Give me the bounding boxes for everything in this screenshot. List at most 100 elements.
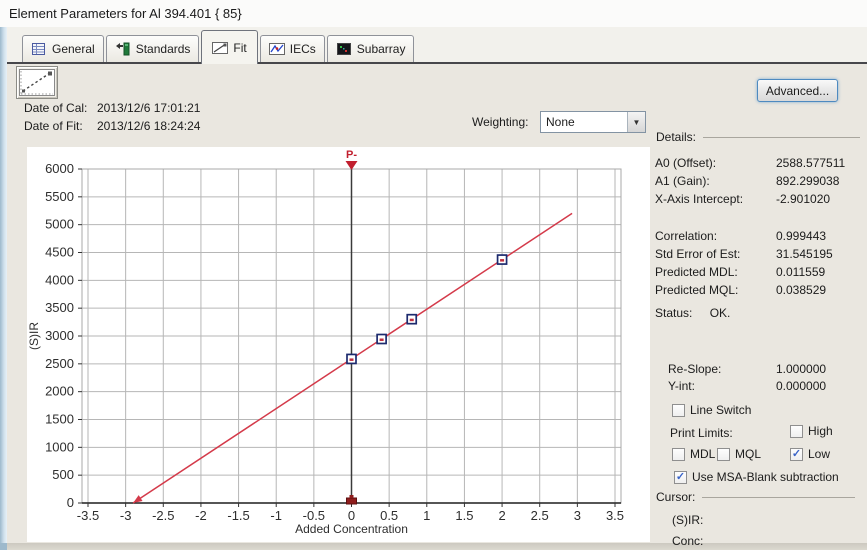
- svg-text:0: 0: [348, 508, 355, 523]
- checkbox-box[interactable]: ✓: [674, 470, 687, 484]
- advanced-button[interactable]: Advanced...: [757, 79, 838, 102]
- detail-row-a1: A1 (Gain): 892.299038: [655, 174, 865, 188]
- general-tab-icon: [31, 42, 47, 56]
- svg-text:5500: 5500: [45, 189, 74, 204]
- calibration-chart[interactable]: -3.5 -3 -2.5 -2 -1.5 -1 -0.5 0 0.5 1 1.5 2 2.5 3 3.5 0 5…: [27, 147, 650, 542]
- reslope-label: Re-Slope:: [668, 362, 722, 376]
- tab-general[interactable]: General: [22, 35, 104, 62]
- svg-text:0.5: 0.5: [380, 508, 398, 523]
- fit-tab-icon: [212, 41, 229, 55]
- window-bottom-border: [0, 543, 867, 550]
- checkbox-label: Use MSA-Blank subtraction: [692, 470, 839, 484]
- checkbox-box[interactable]: ✓: [790, 447, 803, 461]
- detail-value: 31.545195: [776, 247, 833, 261]
- checkbox-box[interactable]: [717, 447, 730, 461]
- svg-text:4000: 4000: [45, 272, 74, 287]
- weighting-dropdown[interactable]: None ▼: [540, 111, 646, 133]
- chevron-down-icon[interactable]: ▼: [627, 112, 645, 132]
- reslope-row: Re-Slope: 1.000000: [668, 362, 867, 376]
- status-row: Status: OK.: [655, 306, 865, 320]
- detail-value: -2.901020: [776, 192, 831, 206]
- cursor-sir-label: (S)IR:: [672, 513, 704, 527]
- svg-text:1.5: 1.5: [455, 508, 473, 523]
- svg-text:3000: 3000: [45, 328, 74, 343]
- svg-text:6000: 6000: [45, 161, 74, 176]
- tab-page-border: [7, 62, 867, 64]
- svg-text:1: 1: [423, 508, 430, 523]
- high-checkbox[interactable]: High: [790, 424, 833, 438]
- date-of-fit-label: Date of Fit:: [24, 119, 83, 133]
- detail-value: 0.999443: [776, 229, 827, 243]
- yint-row: Y-int: 0.000000: [668, 379, 867, 393]
- low-checkbox[interactable]: ✓ Low: [790, 447, 830, 461]
- msa-blank-subtraction-checkbox[interactable]: ✓ Use MSA-Blank subtraction: [674, 470, 839, 484]
- tab-label: Fit: [233, 40, 247, 55]
- svg-text:2.5: 2.5: [531, 508, 549, 523]
- detail-row-xintercept: X-Axis Intercept: -2.901020: [655, 192, 865, 206]
- svg-text:-0.5: -0.5: [303, 508, 325, 523]
- tab-label: Subarray: [356, 42, 406, 56]
- yint-label: Y-int:: [668, 379, 695, 393]
- svg-text:2: 2: [498, 508, 505, 523]
- date-of-cal-label: Date of Cal:: [24, 101, 88, 115]
- svg-text:-2.5: -2.5: [152, 508, 174, 523]
- line-switch-checkbox[interactable]: Line Switch: [672, 403, 751, 417]
- window-titlebar: Element Parameters for Al 394.401 { 85}: [0, 0, 867, 28]
- checkbox-box[interactable]: [672, 447, 685, 461]
- checkbox-label: MQL: [735, 447, 762, 461]
- subarray-tab-icon: [336, 42, 352, 56]
- svg-text:0: 0: [67, 495, 74, 510]
- detail-label: A0 (Offset):: [655, 156, 717, 170]
- svg-text:Added Concentration: Added Concentration: [295, 522, 408, 536]
- cursor-separator: [702, 497, 855, 498]
- tab-iecs[interactable]: IECs: [259, 35, 325, 62]
- svg-text:2000: 2000: [45, 384, 74, 399]
- tab-fit[interactable]: Fit: [201, 30, 258, 64]
- svg-text:-2: -2: [195, 508, 207, 523]
- detail-value: 2588.577511: [776, 156, 846, 170]
- detail-value: 0.038529: [776, 283, 827, 297]
- reslope-value: 1.000000: [776, 362, 827, 376]
- detail-label: Predicted MQL:: [655, 283, 739, 297]
- calibration-chart-panel[interactable]: -3.5 -3 -2.5 -2 -1.5 -1 -0.5 0 0.5 1 1.5 2 2.5 3 3.5 0 5…: [27, 147, 650, 542]
- svg-text:2500: 2500: [45, 356, 74, 371]
- window-title: Element Parameters for Al 394.401 { 85}: [9, 6, 242, 21]
- detail-row-predicted-mql: Predicted MQL: 0.038529: [655, 283, 865, 297]
- date-of-cal-value: 2013/12/6 17:01:21: [97, 101, 201, 115]
- standards-tab-icon: [115, 42, 131, 56]
- yint-value: 0.000000: [776, 379, 827, 393]
- cursor-conc-label: Conc:: [672, 534, 704, 548]
- print-limits-label: Print Limits:: [670, 426, 733, 440]
- calibration-curve-button[interactable]: [16, 66, 58, 99]
- weighting-label: Weighting:: [472, 115, 529, 129]
- detail-label: Std Error of Est:: [655, 247, 741, 261]
- svg-text:3.5: 3.5: [606, 508, 624, 523]
- iecs-tab-icon: [268, 42, 285, 56]
- detail-label: A1 (Gain):: [655, 174, 710, 188]
- mdl-checkbox[interactable]: MDL: [672, 447, 715, 461]
- checkbox-label: MDL: [690, 447, 716, 461]
- checkbox-box[interactable]: [672, 403, 685, 417]
- date-of-cal-row: Date of Cal:: [24, 101, 87, 115]
- weighting-value: None: [546, 115, 575, 129]
- detail-row-a0: A0 (Offset): 2588.577511: [655, 156, 865, 170]
- tab-label: Standards: [135, 42, 191, 56]
- status-label: Status:: [655, 306, 693, 320]
- tab-label: IECs: [289, 42, 316, 56]
- detail-label: Predicted MDL:: [655, 265, 738, 279]
- mql-checkbox[interactable]: MQL: [717, 447, 761, 461]
- svg-text:3500: 3500: [45, 300, 74, 315]
- calibration-curve-icon: [19, 69, 55, 96]
- svg-text:3: 3: [574, 508, 581, 523]
- tab-label: General: [52, 42, 95, 56]
- checkbox-box[interactable]: [790, 424, 803, 438]
- tab-standards[interactable]: Standards: [105, 35, 200, 62]
- checkbox-label: Line Switch: [690, 403, 752, 417]
- details-section-label: Details:: [656, 130, 697, 144]
- window-left-border: [0, 27, 7, 550]
- svg-text:5000: 5000: [45, 217, 74, 232]
- svg-text:-3.5: -3.5: [77, 508, 99, 523]
- tab-subarray[interactable]: Subarray: [326, 35, 415, 62]
- details-separator: [703, 137, 860, 138]
- detail-label: Correlation:: [655, 229, 718, 243]
